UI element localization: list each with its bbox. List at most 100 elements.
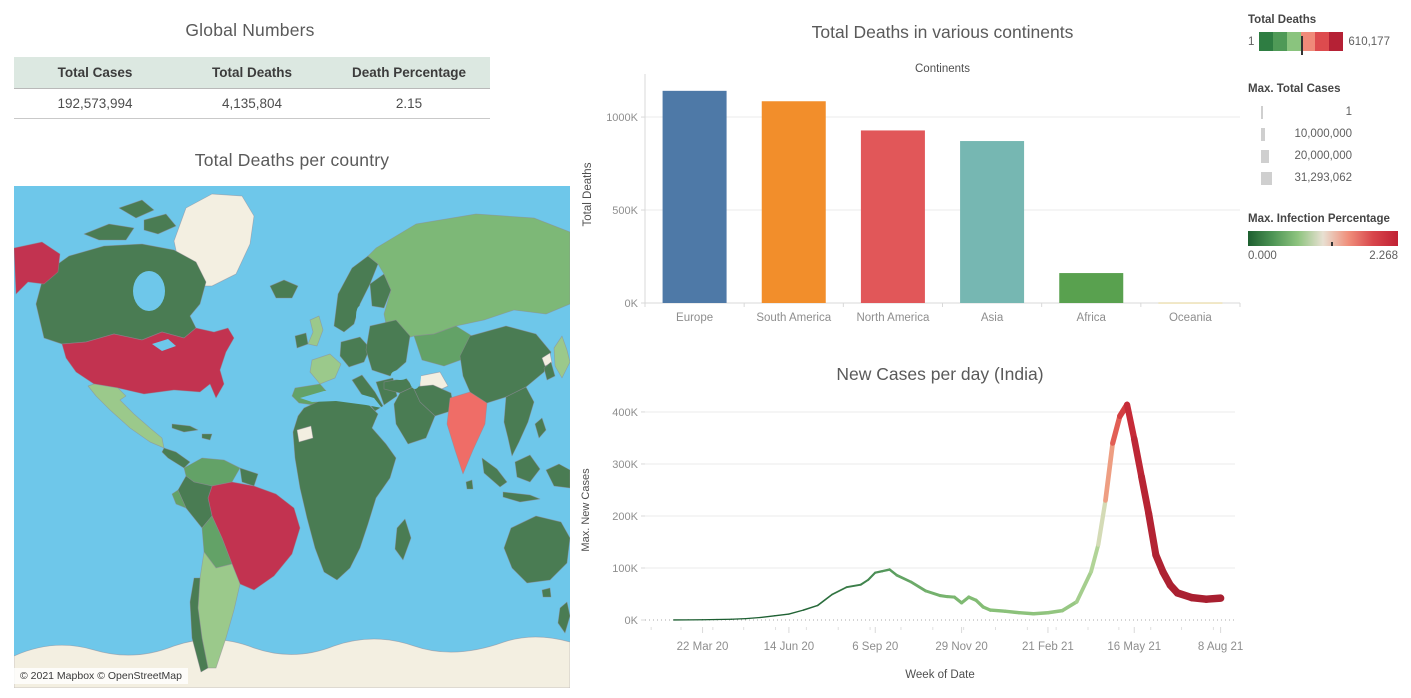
- map-region-germany-central[interactable]: [339, 336, 371, 368]
- bar-x-tick-label: Asia: [981, 312, 1004, 324]
- color-step: [1259, 32, 1274, 51]
- map-region-se-asia[interactable]: [503, 386, 535, 457]
- map-region-hispaniola[interactable]: [201, 433, 213, 441]
- bar-chart-top-axis-label: Continents: [915, 63, 970, 75]
- map-region-madagascar[interactable]: [394, 518, 412, 561]
- map-region-korea[interactable]: [543, 361, 556, 381]
- bar-africa[interactable]: [1059, 273, 1124, 303]
- bar-y-tick-label: 0K: [625, 298, 639, 310]
- total-deaths-legend-max: 610,177: [1348, 35, 1390, 48]
- bar-europe[interactable]: [662, 90, 727, 303]
- map-region-western-sahara[interactable]: [296, 425, 314, 443]
- map-region-france[interactable]: [309, 353, 342, 385]
- bar-x-tick-label: Africa: [1077, 312, 1107, 324]
- size-swatch: [1261, 149, 1269, 163]
- infection-gradient-ramp: [1248, 231, 1398, 246]
- india-cases-line[interactable]: [673, 401, 1225, 621]
- line-y-tick-label: 0K: [625, 615, 639, 627]
- world-map-canvas[interactable]: [14, 186, 570, 688]
- map-region-sri-lanka[interactable]: [465, 479, 474, 490]
- map-region-japan[interactable]: [553, 335, 570, 379]
- color-step: [1315, 32, 1330, 51]
- map-region-chile[interactable]: [189, 577, 209, 673]
- bar-north-america[interactable]: [860, 130, 925, 303]
- map-region-eastern-europe[interactable]: [365, 319, 411, 377]
- map-attribution[interactable]: © 2021 Mapbox © OpenStreetMap: [14, 668, 188, 684]
- bar-asia[interactable]: [960, 141, 1025, 303]
- size-swatch: [1261, 127, 1265, 141]
- global-numbers-values: 192,573,994 4,135,804 2.15: [14, 89, 490, 119]
- map-region-canada-islands[interactable]: [83, 199, 177, 241]
- map-region-philippines[interactable]: [534, 417, 547, 439]
- great-lakes-water: [152, 339, 176, 351]
- total-deaths-color-ramp: [1259, 32, 1344, 55]
- map-region-indonesia-sumatra[interactable]: [481, 457, 508, 488]
- col-total-deaths: Total Deaths: [211, 65, 292, 80]
- color-step: [1287, 32, 1302, 51]
- color-step: [1301, 32, 1316, 51]
- global-numbers-table: Total Cases Total Deaths Death Percentag…: [14, 57, 490, 119]
- line-y-tick-label: 200K: [612, 511, 638, 523]
- total-deaths-legend-title: Total Deaths: [1248, 14, 1317, 26]
- map-region-finland[interactable]: [369, 273, 392, 309]
- total-deaths-legend-min: 1: [1248, 35, 1255, 48]
- map-title: Total Deaths per country: [194, 150, 390, 170]
- global-numbers-title: Global Numbers: [185, 20, 315, 40]
- map-region-uk[interactable]: [307, 315, 324, 347]
- size-legend-item: 1: [1248, 101, 1352, 123]
- line-chart-title: New Cases per day (India): [836, 364, 1043, 384]
- line-x-tick-label: 8 Aug 21: [1198, 641, 1243, 653]
- color-ramp-tick: [1301, 36, 1304, 55]
- black-sea-water: [391, 370, 409, 380]
- bar-oceania[interactable]: [1158, 302, 1223, 304]
- size-legend-item: 10,000,000: [1248, 123, 1352, 145]
- color-step: [1329, 32, 1344, 51]
- bar-chart-title: Total Deaths in various continents: [812, 22, 1074, 42]
- bar-south-america[interactable]: [761, 101, 826, 303]
- line-x-tick-label: 22 Mar 20: [677, 641, 729, 653]
- max-infection-percentage-legend: Max. Infection Percentage 0.000 2.268: [1248, 213, 1408, 262]
- bar-x-tick-label: Europe: [676, 312, 713, 324]
- size-swatch: [1261, 171, 1272, 185]
- map-region-australia[interactable]: [503, 515, 570, 584]
- red-sea-water: [375, 416, 398, 448]
- baltic-sea-water: [356, 306, 364, 326]
- line-x-tick-label: 21 Feb 21: [1022, 641, 1074, 653]
- col-death-percentage: Death Percentage: [351, 65, 467, 80]
- map-region-alaska[interactable]: [14, 241, 61, 295]
- gradient-tick: [1330, 242, 1333, 246]
- map-region-iceland[interactable]: [269, 279, 299, 299]
- line-x-tick-label: 14 Jun 20: [764, 641, 815, 653]
- map-region-norway-sweden[interactable]: [333, 255, 379, 333]
- color-step: [1273, 32, 1288, 51]
- map-region-north-korea[interactable]: [541, 352, 553, 367]
- map-region-borneo[interactable]: [514, 454, 541, 483]
- bar-x-tick-label: South America: [756, 312, 831, 324]
- map-region-new-guinea[interactable]: [545, 463, 570, 489]
- caspian-sea-water: [409, 363, 421, 389]
- total-deaths-value: 4,135,804: [221, 96, 283, 111]
- bar-y-tick-label: 500K: [612, 205, 638, 217]
- map-region-tasmania[interactable]: [541, 587, 552, 598]
- col-total-cases: Total Cases: [57, 65, 133, 80]
- india-new-cases-line-chart[interactable]: New Cases per day (India) 0K 100K 200K 300K 4…: [575, 352, 1247, 698]
- max-total-cases-legend-title: Max. Total Cases: [1248, 83, 1341, 95]
- line-y-tick-label: 100K: [612, 563, 638, 575]
- size-legend-item: 20,000,000: [1248, 145, 1352, 167]
- map-region-ecuador[interactable]: [171, 489, 187, 509]
- line-y-tick-label: 400K: [612, 407, 638, 419]
- map-region-cuba[interactable]: [171, 423, 199, 433]
- max-total-cases-legend: Max. Total Cases 1 10,000,000 20,000,000…: [1248, 83, 1408, 189]
- map-region-mexico[interactable]: [87, 383, 165, 449]
- map-region-africa[interactable]: [292, 397, 397, 581]
- map-region-new-zealand[interactable]: [557, 601, 570, 634]
- death-percentage-value: 2.15: [395, 96, 423, 111]
- map-region-saudi[interactable]: [393, 386, 436, 445]
- world-map[interactable]: © 2021 Mapbox © OpenStreetMap: [14, 186, 570, 688]
- bar-y-axis-title: Total Deaths: [582, 162, 594, 226]
- continent-deaths-bar-chart[interactable]: Total Deaths in various continents Contin…: [575, 8, 1247, 340]
- bar-x-tick-label: Oceania: [1169, 312, 1212, 324]
- hudson-bay-water: [133, 271, 165, 311]
- map-region-indonesia-java[interactable]: [502, 491, 541, 503]
